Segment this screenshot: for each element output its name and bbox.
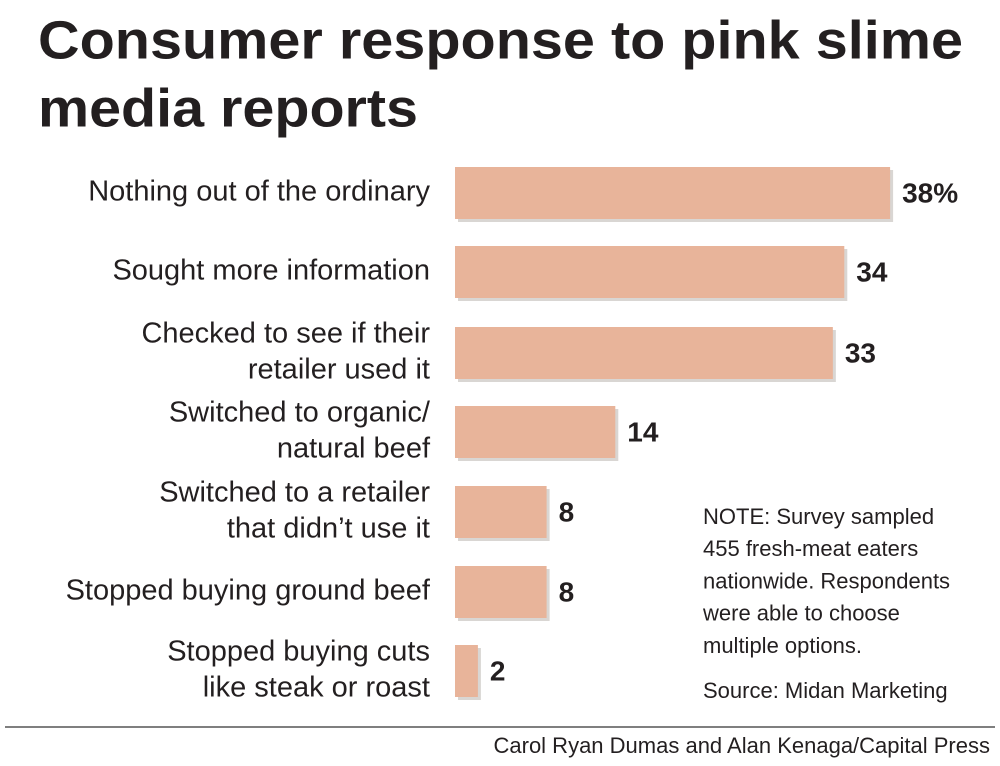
value-label: 34 (856, 256, 888, 287)
source: Source: Midan Marketing (703, 678, 948, 703)
bar (455, 645, 478, 697)
category-label: Nothing out of the ordinary (88, 176, 430, 208)
category-label: Sought more information (112, 255, 430, 287)
note: NOTE: Survey sampled (703, 504, 934, 529)
bar (455, 327, 833, 379)
category-label: Checked to see if their (141, 318, 430, 350)
note: multiple options. (703, 633, 862, 658)
bar (455, 486, 547, 538)
category-label: retailer used it (248, 354, 430, 386)
category-label: natural beef (277, 433, 431, 465)
category-label: Stopped buying cuts (167, 636, 430, 668)
category-label: that didn’t use it (227, 513, 430, 545)
category-label: like steak or roast (203, 672, 430, 704)
category-label: Stopped buying ground beef (66, 575, 431, 607)
chart-title: Consumer response to pink slime (38, 10, 963, 70)
bar (455, 566, 547, 618)
value-label: 14 (627, 416, 659, 447)
credit: Carol Ryan Dumas and Alan Kenaga/Capital… (494, 733, 991, 758)
value-label: 2 (490, 655, 506, 686)
value-label: 8 (559, 496, 575, 527)
value-label: 8 (559, 576, 575, 607)
category-label: Switched to organic/ (169, 397, 431, 429)
note: were able to choose (702, 601, 900, 626)
value-label: 33 (845, 337, 876, 368)
category-label: Switched to a retailer (159, 477, 430, 509)
note: nationwide. Respondents (703, 568, 950, 593)
bar (455, 167, 891, 219)
bar (455, 246, 845, 298)
value-label: 38% (902, 177, 958, 208)
bar (455, 406, 616, 458)
note: 455 fresh-meat eaters (703, 536, 918, 561)
chart-title: media reports (38, 78, 418, 138)
